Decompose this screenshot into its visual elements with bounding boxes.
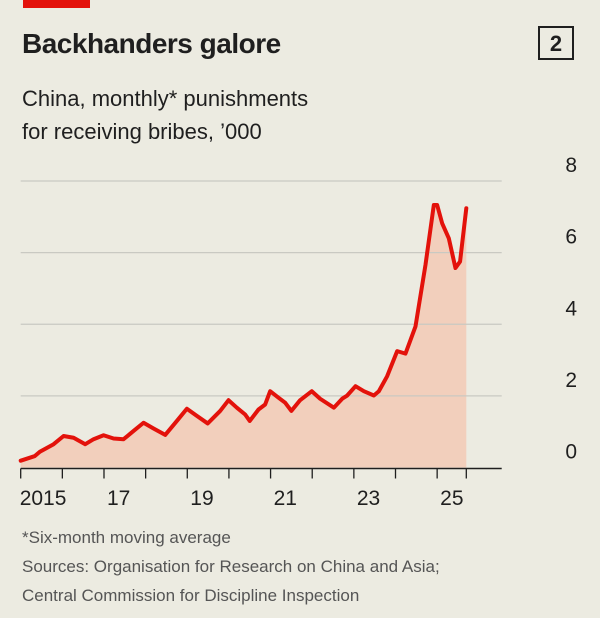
- x-tick-label: 21: [274, 487, 297, 510]
- series-line: [18, 202, 469, 463]
- chart-title: Backhanders galore: [22, 28, 281, 59]
- x-tick-label: 23: [357, 487, 380, 510]
- y-tick-label: 4: [565, 297, 577, 320]
- area-fill: [20, 204, 467, 468]
- x-tick-label: 2015: [20, 487, 67, 510]
- y-tick-label: 8: [565, 154, 577, 177]
- subtitle-line: China, monthly* punishments: [22, 86, 309, 111]
- brand-accent-bar: [23, 0, 90, 8]
- y-tick-label: 6: [565, 226, 577, 249]
- x-tick-label: 17: [107, 487, 130, 510]
- chart-subtitle: China, monthly* punishments for receivin…: [22, 82, 308, 148]
- sources: Central Commission for Discipline Inspec…: [22, 586, 360, 605]
- x-tick-label: 25: [440, 487, 463, 510]
- y-tick-label: 0: [565, 441, 577, 464]
- chart-footer: *Six-month moving average Sources: Organ…: [22, 523, 440, 610]
- sources: Sources: Organisation for Research on Ch…: [22, 557, 440, 576]
- x-tick-label: 19: [190, 487, 213, 510]
- chart-number-badge: 2: [538, 26, 574, 60]
- subtitle-line: for receiving bribes, ’000: [22, 119, 262, 144]
- y-tick-label: 2: [565, 369, 577, 392]
- footnote: *Six-month moving average: [22, 528, 231, 547]
